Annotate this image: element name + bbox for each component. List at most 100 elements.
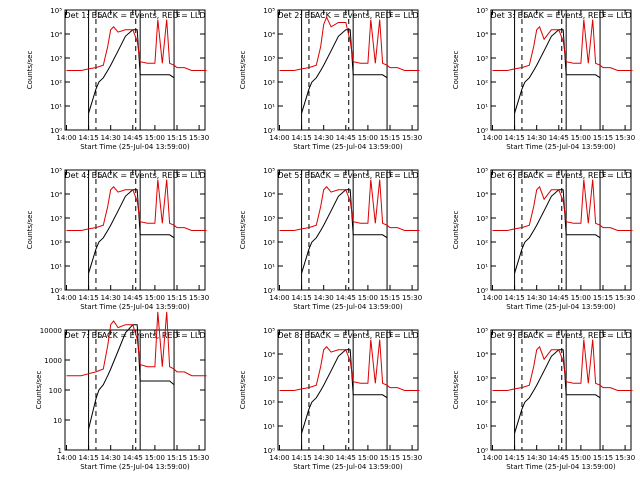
y-tick-label: 10² bbox=[50, 239, 62, 247]
x-tick-label: 14:15 bbox=[78, 294, 98, 302]
x-tick-label: 14:30 bbox=[314, 134, 334, 142]
end-marker-label: E bbox=[602, 11, 606, 19]
x-axis-label: Start Time (25-Jul-04 13:59:00) bbox=[80, 303, 190, 311]
x-tick-label: 14:00 bbox=[56, 134, 76, 142]
y-tick-label: 10² bbox=[476, 79, 488, 87]
x-tick-label: 15:30 bbox=[615, 294, 635, 302]
chart-panel-det-1: Det 1: BLACK = Events, RED = LLD 10⁰ 10¹ 10… bbox=[26, 7, 209, 151]
chart-title: Det 2: BLACK = Events, RED = LLD bbox=[278, 11, 419, 20]
x-tick-label: 15:30 bbox=[402, 134, 422, 142]
y-tick-label: 10² bbox=[476, 239, 488, 247]
plot-frame bbox=[490, 9, 632, 131]
y-tick-label: 10³ bbox=[263, 375, 275, 383]
end-marker-label: E bbox=[389, 331, 393, 339]
x-tick-label: 15:15 bbox=[380, 294, 400, 302]
x-axis-label: Start Time (25-Jul-04 13:59:00) bbox=[506, 303, 616, 311]
x-tick-label: 14:15 bbox=[504, 134, 524, 142]
x-tick-label: 14:45 bbox=[336, 134, 356, 142]
series-line-lld bbox=[66, 19, 207, 71]
y-tick-label: 10⁰ bbox=[476, 447, 488, 455]
y-axis-label: Counts/sec bbox=[239, 371, 247, 410]
series-line-events bbox=[514, 349, 601, 434]
end-marker-label: E bbox=[389, 171, 393, 179]
y-tick-label: 10⁵ bbox=[263, 7, 275, 15]
y-tick-label: 10⁴ bbox=[476, 351, 488, 359]
x-tick-label: 14:30 bbox=[314, 294, 334, 302]
x-tick-label: 15:00 bbox=[358, 134, 378, 142]
chart-panel-det-9: Det 9: BLACK = Events, RED = LLD 10⁰ 10¹ 10… bbox=[452, 327, 635, 471]
start-marker-label: S bbox=[311, 331, 316, 339]
x-tick-label: 14:00 bbox=[269, 454, 289, 462]
end-marker-label: E bbox=[176, 11, 180, 19]
x-axis-label: Start Time (25-Jul-04 13:59:00) bbox=[506, 143, 616, 151]
y-tick-label: 10³ bbox=[476, 375, 488, 383]
y-tick-label: 10² bbox=[263, 79, 275, 87]
plot-frame bbox=[64, 169, 206, 291]
x-tick-label: 14:45 bbox=[336, 454, 356, 462]
y-axis-label: Counts/sec bbox=[26, 51, 34, 90]
series-line-lld bbox=[279, 339, 420, 391]
start-marker-label: S bbox=[311, 11, 316, 19]
end-marker-label: E bbox=[389, 11, 393, 19]
x-tick-label: 14:15 bbox=[291, 294, 311, 302]
chart-title: Det 5: BLACK = Events, RED = LLD bbox=[278, 171, 419, 180]
x-tick-label: 14:45 bbox=[549, 294, 569, 302]
series-line-lld bbox=[66, 179, 207, 231]
chart-panel-det-6: Det 6: BLACK = Events, RED = LLD 10⁰ 10¹ 10… bbox=[452, 167, 635, 311]
plot-frame bbox=[277, 329, 419, 451]
x-axis-label: Start Time (25-Jul-04 13:59:00) bbox=[80, 463, 190, 471]
y-axis-label: Counts/sec bbox=[452, 51, 460, 90]
chart-title: Det 9: BLACK = Events, RED = LLD bbox=[491, 331, 632, 340]
y-tick-label: 10⁰ bbox=[50, 127, 62, 135]
end-marker-label: E bbox=[602, 171, 606, 179]
y-tick-label: 10³ bbox=[50, 55, 62, 63]
y-tick-label: 10⁰ bbox=[263, 287, 275, 295]
y-axis-label: Counts/sec bbox=[239, 51, 247, 90]
start-marker-label: S bbox=[98, 171, 103, 179]
y-tick-label: 10⁵ bbox=[50, 167, 62, 175]
x-tick-label: 14:45 bbox=[123, 294, 143, 302]
x-tick-label: 15:15 bbox=[593, 454, 613, 462]
x-tick-label: 14:00 bbox=[269, 294, 289, 302]
y-tick-label: 10⁰ bbox=[50, 287, 62, 295]
plot-frame bbox=[64, 329, 206, 451]
x-tick-label: 15:30 bbox=[189, 454, 209, 462]
y-tick-label: 10⁴ bbox=[263, 351, 275, 359]
y-tick-label: 10³ bbox=[263, 215, 275, 223]
y-tick-label: 10³ bbox=[476, 215, 488, 223]
y-tick-label: 10⁵ bbox=[476, 327, 488, 335]
y-tick-label: 10⁵ bbox=[476, 7, 488, 15]
series-line-lld bbox=[279, 15, 420, 71]
x-tick-label: 15:30 bbox=[189, 134, 209, 142]
chart-title: Det 4: BLACK = Events, RED = LLD bbox=[65, 171, 206, 180]
series-line-events bbox=[514, 29, 601, 114]
y-tick-label: 1 bbox=[58, 447, 62, 455]
chart-panel-det-5: Det 5: BLACK = Events, RED = LLD 10⁰ 10¹ 10… bbox=[239, 167, 422, 311]
chart-panel-det-7: Det 7: BLACK = Events, RED = LLD 1 10 100 10… bbox=[35, 311, 209, 471]
series-line-events bbox=[301, 349, 388, 434]
start-marker-label: S bbox=[311, 171, 316, 179]
start-marker-label: S bbox=[524, 171, 529, 179]
x-tick-label: 14:15 bbox=[291, 454, 311, 462]
chart-panel-det-8: Det 8: BLACK = Events, RED = LLD 10⁰ 10¹ 10… bbox=[239, 327, 422, 471]
x-tick-label: 14:15 bbox=[504, 294, 524, 302]
x-tick-label: 15:15 bbox=[380, 454, 400, 462]
y-tick-label: 10¹ bbox=[476, 263, 488, 271]
y-tick-label: 10⁴ bbox=[263, 191, 275, 199]
x-tick-label: 15:00 bbox=[571, 294, 591, 302]
y-tick-label: 10¹ bbox=[476, 423, 488, 431]
y-tick-label: 10² bbox=[50, 79, 62, 87]
x-axis-label: Start Time (25-Jul-04 13:59:00) bbox=[293, 463, 403, 471]
y-axis-label: Counts/sec bbox=[26, 211, 34, 250]
x-tick-label: 15:00 bbox=[145, 454, 165, 462]
y-tick-label: 10⁵ bbox=[263, 327, 275, 335]
x-tick-label: 14:00 bbox=[482, 454, 502, 462]
plot-frame bbox=[277, 9, 419, 131]
x-tick-label: 15:15 bbox=[167, 294, 187, 302]
y-tick-label: 10⁴ bbox=[476, 31, 488, 39]
x-tick-label: 15:00 bbox=[145, 134, 165, 142]
y-axis-label: Counts/sec bbox=[452, 211, 460, 250]
y-tick-label: 10¹ bbox=[263, 423, 275, 431]
x-axis-label: Start Time (25-Jul-04 13:59:00) bbox=[293, 143, 403, 151]
x-tick-label: 15:30 bbox=[615, 454, 635, 462]
